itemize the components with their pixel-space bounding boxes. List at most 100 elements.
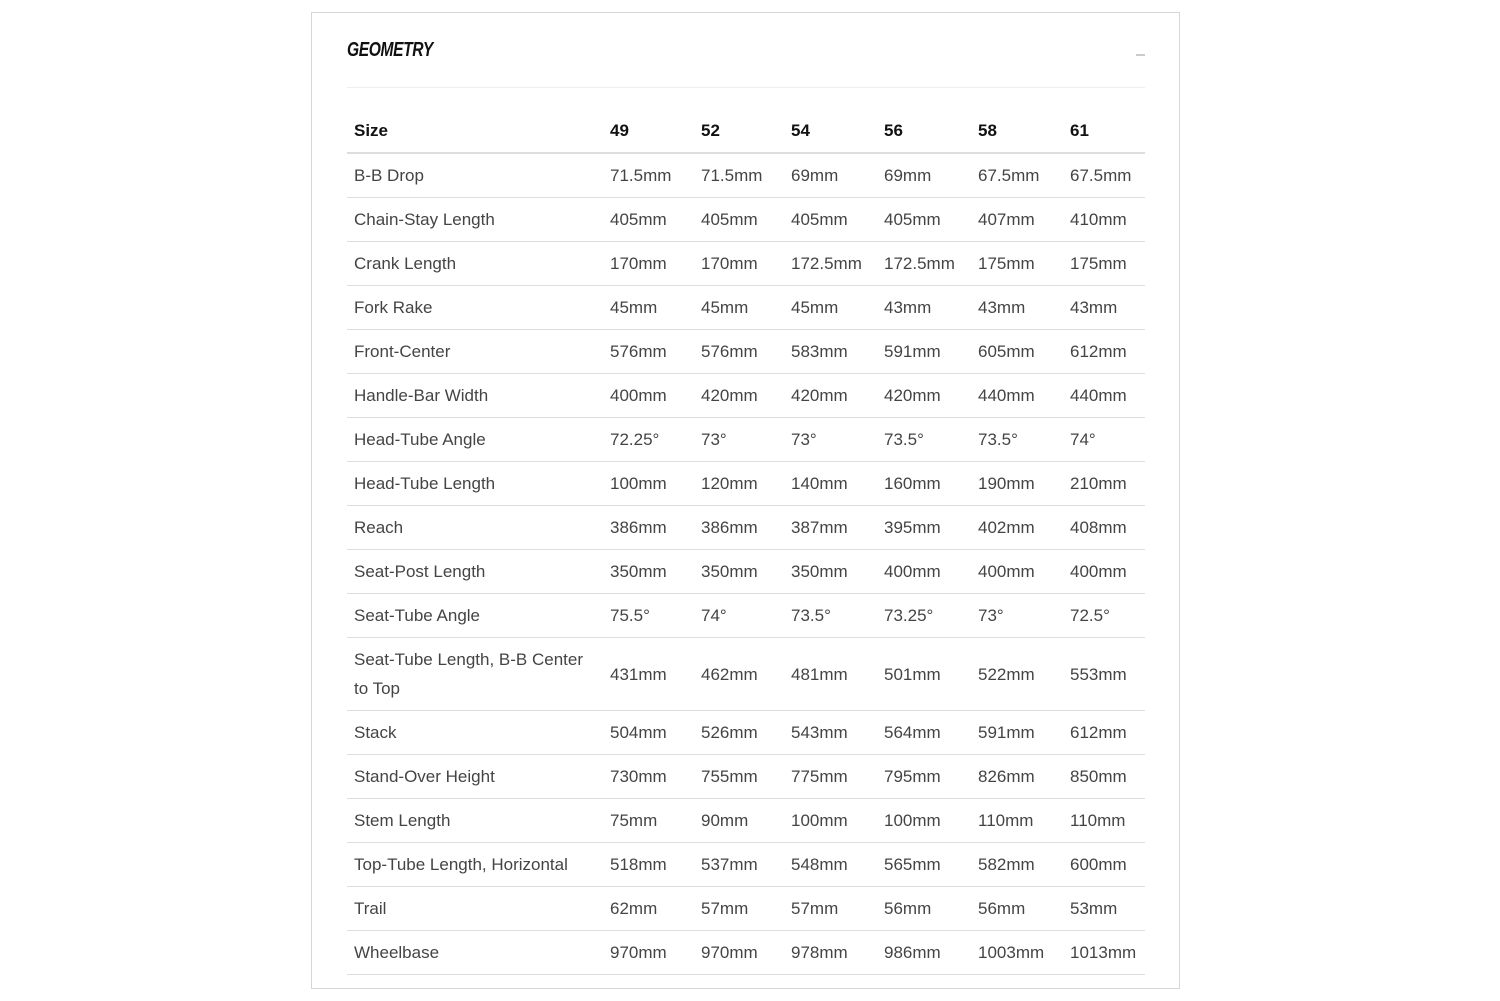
- header-size-52: 52: [694, 109, 784, 154]
- header-size-56: 56: [877, 109, 971, 154]
- cell-value: 90mm: [694, 798, 784, 843]
- cell-value: 73°: [784, 417, 877, 462]
- cell-value: 57mm: [784, 886, 877, 931]
- cell-value: 73.5°: [784, 593, 877, 638]
- row-label: Crank Length: [347, 241, 603, 286]
- cell-value: 74°: [694, 593, 784, 638]
- cell-value: 826mm: [971, 754, 1063, 799]
- table-header-row: Size 49 52 54 56 58 61: [347, 109, 1145, 154]
- row-label: Front-Center: [347, 329, 603, 374]
- row-label: Wheelbase: [347, 930, 603, 975]
- cell-value: 175mm: [971, 241, 1063, 286]
- cell-value: 73.5°: [971, 417, 1063, 462]
- cell-value: 387mm: [784, 505, 877, 550]
- cell-value: 501mm: [877, 637, 971, 711]
- row-label: B-B Drop: [347, 153, 603, 198]
- geometry-panel: GEOMETRY Size 49 52 54 56 58 61 B-B Drop 71.5mm…: [311, 12, 1180, 989]
- cell-value: 69mm: [784, 153, 877, 198]
- row-label: Handle-Bar Width: [347, 373, 603, 418]
- cell-value: 73°: [971, 593, 1063, 638]
- cell-value: 576mm: [603, 329, 694, 374]
- cell-value: 481mm: [784, 637, 877, 711]
- row-label: Reach: [347, 505, 603, 550]
- cell-value: 440mm: [1063, 373, 1145, 418]
- table-row: Handle-Bar Width 400mm 420mm 420mm 420mm 440m…: [347, 373, 1145, 418]
- cell-value: 175mm: [1063, 241, 1145, 286]
- cell-value: 548mm: [784, 842, 877, 887]
- cell-value: 402mm: [971, 505, 1063, 550]
- cell-value: 350mm: [784, 549, 877, 594]
- table-row: Stack 504mm 526mm 543mm 564mm 591mm 612mm: [347, 710, 1145, 755]
- header-size-49: 49: [603, 109, 694, 154]
- cell-value: 986mm: [877, 930, 971, 975]
- cell-value: 612mm: [1063, 710, 1145, 755]
- table-row: Head-Tube Length 100mm 120mm 140mm 160mm 190m…: [347, 461, 1145, 506]
- row-label: Stand-Over Height: [347, 754, 603, 799]
- cell-value: 431mm: [603, 637, 694, 711]
- cell-value: 71.5mm: [603, 153, 694, 198]
- cell-value: 100mm: [603, 461, 694, 506]
- table-row: Crank Length 170mm 170mm 172.5mm 172.5mm 175m…: [347, 241, 1145, 286]
- cell-value: 350mm: [694, 549, 784, 594]
- cell-value: 850mm: [1063, 754, 1145, 799]
- row-label: Head-Tube Angle: [347, 417, 603, 462]
- cell-value: 190mm: [971, 461, 1063, 506]
- table-row: B-B Drop 71.5mm 71.5mm 69mm 69mm 67.5mm 67.5mm: [347, 153, 1145, 198]
- table-row: Seat-Post Length 350mm 350mm 350mm 400mm 400m…: [347, 549, 1145, 594]
- header-size-61: 61: [1063, 109, 1145, 154]
- cell-value: 172.5mm: [877, 241, 971, 286]
- cell-value: 100mm: [784, 798, 877, 843]
- cell-value: 582mm: [971, 842, 1063, 887]
- divider: [347, 87, 1145, 88]
- cell-value: 970mm: [603, 930, 694, 975]
- row-label: Trail: [347, 886, 603, 931]
- table-row: Top-Tube Length, Horizontal 518mm 537mm 548…: [347, 842, 1145, 887]
- cell-value: 405mm: [603, 197, 694, 242]
- cell-value: 140mm: [784, 461, 877, 506]
- cell-value: 53mm: [1063, 886, 1145, 931]
- cell-value: 71.5mm: [694, 153, 784, 198]
- cell-value: 405mm: [694, 197, 784, 242]
- cell-value: 522mm: [971, 637, 1063, 711]
- cell-value: 170mm: [694, 241, 784, 286]
- cell-value: 45mm: [784, 285, 877, 330]
- minus-icon[interactable]: [1136, 54, 1145, 56]
- cell-value: 755mm: [694, 754, 784, 799]
- table-row: Reach 386mm 386mm 387mm 395mm 402mm 408mm: [347, 505, 1145, 550]
- cell-value: 591mm: [971, 710, 1063, 755]
- row-label: Seat-Tube Angle: [347, 593, 603, 638]
- cell-value: 605mm: [971, 329, 1063, 374]
- cell-value: 43mm: [1063, 285, 1145, 330]
- header-size-54: 54: [784, 109, 877, 154]
- table-row: Stem Length 75mm 90mm 100mm 100mm 110mm 110mm: [347, 798, 1145, 843]
- row-label: Chain-Stay Length: [347, 197, 603, 242]
- cell-value: 72.5°: [1063, 593, 1145, 638]
- cell-value: 440mm: [971, 373, 1063, 418]
- cell-value: 420mm: [784, 373, 877, 418]
- cell-value: 160mm: [877, 461, 971, 506]
- row-label: Stem Length: [347, 798, 603, 843]
- cell-value: 518mm: [603, 842, 694, 887]
- geometry-table: Size 49 52 54 56 58 61 B-B Drop 71.5mm 71.5mm 69m…: [347, 109, 1145, 975]
- cell-value: 543mm: [784, 710, 877, 755]
- table-row: Seat-Tube Angle 75.5° 74° 73.5° 73.25° 73° 72.…: [347, 593, 1145, 638]
- cell-value: 537mm: [694, 842, 784, 887]
- cell-value: 410mm: [1063, 197, 1145, 242]
- cell-value: 565mm: [877, 842, 971, 887]
- cell-value: 110mm: [971, 798, 1063, 843]
- table-row: Trail 62mm 57mm 57mm 56mm 56mm 53mm: [347, 886, 1145, 931]
- cell-value: 970mm: [694, 930, 784, 975]
- row-label: Fork Rake: [347, 285, 603, 330]
- cell-value: 386mm: [694, 505, 784, 550]
- cell-value: 395mm: [877, 505, 971, 550]
- cell-value: 74°: [1063, 417, 1145, 462]
- cell-value: 67.5mm: [971, 153, 1063, 198]
- cell-value: 100mm: [877, 798, 971, 843]
- cell-value: 56mm: [971, 886, 1063, 931]
- cell-value: 67.5mm: [1063, 153, 1145, 198]
- cell-value: 978mm: [784, 930, 877, 975]
- cell-value: 576mm: [694, 329, 784, 374]
- cell-value: 170mm: [603, 241, 694, 286]
- cell-value: 400mm: [971, 549, 1063, 594]
- cell-value: 110mm: [1063, 798, 1145, 843]
